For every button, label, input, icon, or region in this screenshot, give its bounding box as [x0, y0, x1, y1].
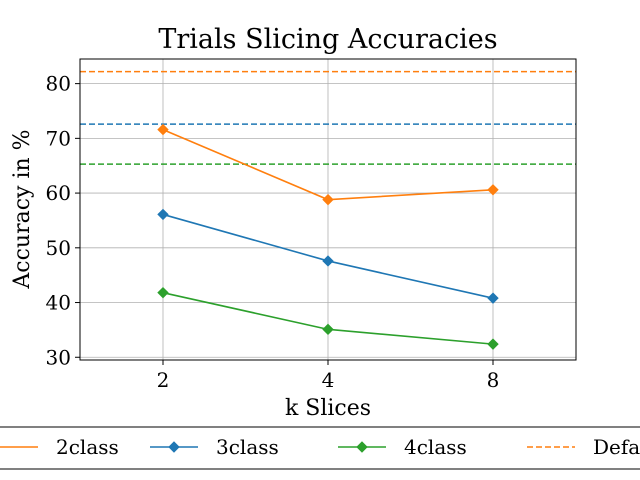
legend: 2class 3class 4class Defa	[0, 426, 640, 470]
chart-title: Trials Slicing Accuracies	[158, 24, 497, 55]
x-axis-ticks: 2 4 8	[157, 360, 500, 392]
x-tick-label: 2	[157, 368, 170, 392]
y-tick-label: 40	[46, 291, 71, 315]
data-point-4class	[487, 338, 499, 350]
y-tick-label: 50	[46, 236, 71, 260]
data-series	[157, 123, 499, 350]
data-point-3class	[487, 292, 499, 304]
y-axis-label: Accuracy in %	[10, 129, 35, 289]
data-point-3class	[322, 255, 334, 267]
x-axis-label: k Slices	[285, 396, 371, 421]
legend-label: Defa	[593, 435, 640, 459]
y-tick-label: 60	[46, 181, 71, 205]
legend-marker	[356, 441, 368, 453]
legend-marker	[168, 441, 180, 453]
x-tick-label: 8	[487, 368, 500, 392]
reference-lines	[80, 70, 576, 165]
data-point-3class	[157, 208, 169, 221]
legend-label: 4class	[404, 435, 467, 459]
y-tick-label: 80	[46, 72, 71, 96]
legend-box	[0, 426, 640, 470]
y-tick-label: 70	[46, 126, 71, 150]
data-point-4class	[322, 323, 334, 336]
x-tick-label: 4	[322, 368, 335, 392]
legend-label: 2class	[56, 435, 119, 459]
grid-lines	[80, 59, 576, 360]
data-point-2class	[487, 184, 499, 196]
y-tick-label: 30	[46, 345, 71, 369]
data-point-4class	[157, 286, 169, 299]
data-point-2class	[157, 123, 169, 136]
data-point-2class	[322, 193, 334, 206]
y-axis-ticks: 30 40 50 60 70 80	[46, 72, 80, 369]
legend-label: 3class	[216, 435, 279, 459]
